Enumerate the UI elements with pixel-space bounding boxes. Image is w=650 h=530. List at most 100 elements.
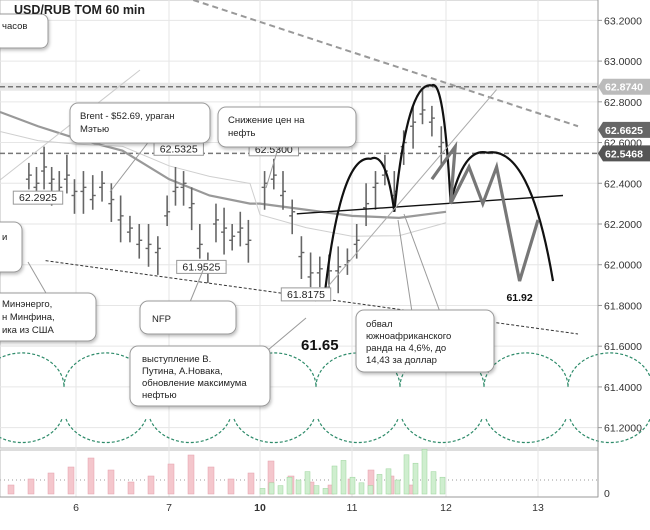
callout-box-oil: [217, 106, 357, 148]
volume-bar-green-13: [376, 474, 383, 495]
cycle-arc-down-0: [0, 418, 63, 444]
callout-0-line-0: часов: [2, 21, 27, 32]
volume-bar-pink-1: [27, 478, 35, 495]
cycle-arc-down-2: [149, 418, 231, 444]
callout-hours-text: часов: [2, 21, 27, 32]
price-marker-label-2: 62.5468: [605, 148, 643, 160]
price-marker-box-0: [598, 78, 650, 95]
volume-bar-pink-12: [247, 472, 255, 495]
callout-6-line-2: ранда на 4,6%, до: [366, 343, 446, 354]
callout-5-line-2: обновление максимума: [142, 378, 247, 389]
volume-bar-green-7: [322, 488, 329, 495]
volume-bar-green-18: [421, 448, 428, 495]
volume-bar-pink-5: [107, 469, 115, 495]
volume-bar-green-1: [268, 482, 275, 495]
price-label-2: 61.9525: [182, 261, 220, 273]
callout-box-nfp: [139, 300, 237, 335]
price-markers: 62.8740 62.6625 62.5468: [598, 78, 650, 162]
callout-4-line-0: NFP: [152, 314, 171, 325]
x-tick-label-4: 12: [440, 502, 452, 514]
x-tick-label-1: 7: [166, 502, 172, 514]
callouts: часов Brent - $52.69, ураган Мэтью Сниже…: [0, 13, 495, 407]
forecast-line: [430, 140, 540, 282]
volume-bar-pink-10: [207, 466, 215, 495]
volume-bar-pink-9: [187, 454, 195, 495]
y-tick-label-5: 62.2000: [604, 219, 642, 231]
price-marker-box-2: [598, 145, 650, 162]
x-tick-label-2: 10: [254, 502, 266, 514]
callout-3-line-2: ика из США: [2, 325, 54, 336]
cycle-arc-down-3: [233, 418, 315, 444]
volume-bar-green-19: [430, 471, 437, 495]
moving-average-line-2: [0, 131, 447, 237]
callout-box-brent: [69, 102, 211, 144]
volume-bar-pink-8: [167, 463, 175, 495]
cycle-arc-down-4: [317, 418, 399, 444]
y-tick-label-4: 62.0000: [604, 260, 642, 272]
volume-bar-pink-3: [67, 466, 75, 495]
volume-bar-green-10: [349, 476, 356, 495]
volume-bar-green-0: [259, 488, 266, 495]
callout-6-line-3: 14,43 за доллар: [366, 355, 437, 366]
callout-box-hours: [0, 13, 49, 49]
price-label-3: 61.8175: [287, 289, 325, 301]
price-marker-label-1: 62.6625: [605, 125, 643, 137]
price-label-box-3: [280, 287, 332, 302]
cycle-arc-down-7: [569, 418, 650, 444]
volume-bar-green-14: [385, 468, 392, 495]
callout-5-line-0: выступление В.: [142, 354, 211, 365]
volume-bar-green-8: [331, 465, 338, 495]
y-tick-label-10: 63.2000: [604, 15, 642, 27]
x-tick-label-5: 13: [532, 502, 544, 514]
y-tick-label-2: 61.6000: [604, 341, 642, 353]
chart-title: USD/RUB TOM 60 min: [14, 3, 145, 17]
y-tick-label-3: 61.8000: [604, 300, 642, 312]
callout-putin-text: выступление В. Путина, А.Новака, обновле…: [142, 354, 249, 401]
volume-bar-pink-4: [87, 457, 95, 495]
callout-3-line-1: н Минфина,: [2, 312, 55, 323]
pattern-arc-2: [449, 151, 555, 282]
callout-nfp-text: NFP: [152, 314, 171, 325]
price-labels: 62.5325 62.530061.952561.817562.292561.65…: [12, 141, 533, 354]
volume-bar-pink-2: [47, 472, 55, 495]
volume-bar-green-16: [403, 454, 410, 495]
callout-minenergo-text: Минэнерго, н Минфина, ика из США: [2, 299, 57, 336]
callout-oil-text: Снижение цен на нефть: [228, 115, 307, 139]
volume-bar-pink-6: [127, 481, 135, 495]
forecast-label-0: 61.65: [301, 337, 339, 354]
price-label-4: 62.2925: [19, 192, 57, 204]
callout-box-left-small: [0, 221, 23, 273]
volume-tick-label-0: 0: [604, 488, 610, 500]
volume-bar-green-12: [367, 485, 374, 495]
y-axis: 61.2000 61.4000 61.6000 61.8000 62.0000 62.20…: [597, 0, 642, 500]
pattern-line-neckline-3: [296, 194, 564, 215]
volume-bar-green-5: [304, 471, 311, 495]
callout-rand-pointer-a: [397, 219, 413, 313]
cycle-arc-down-5: [401, 418, 483, 444]
callout-left-small-text: и: [2, 232, 7, 243]
callout-box-rand: [355, 309, 495, 373]
callout-brent-text: Brent - $52.69, ураган Мэтью: [80, 111, 177, 135]
price-marker-box-1: [598, 121, 650, 138]
y-tick-label-6: 62.4000: [604, 178, 642, 190]
y-tick-label-8: 62.8000: [604, 97, 642, 109]
price-label-box-4: [12, 190, 64, 205]
volume-bar-pink-0: [7, 484, 15, 495]
volume-bar-green-2: [277, 485, 284, 495]
pattern-arc-0: [323, 156, 396, 298]
forecast-path: [430, 140, 540, 282]
callout-1-line-1: Мэтью: [80, 124, 109, 135]
callout-putin-pointer: [267, 317, 307, 351]
y-tick-label-0: 61.2000: [604, 423, 642, 435]
cycle-arc-up-7: [567, 352, 650, 387]
callout-1-line-0: Brent - $52.69, ураган: [80, 111, 174, 122]
cycle-arc-down-6: [485, 418, 567, 444]
price-label-0: 62.5325: [160, 143, 198, 155]
callout-6-line-0: обвал: [366, 319, 393, 330]
y-tick-label-1: 61.4000: [604, 382, 642, 394]
callout-5-line-1: Путина, А.Новака,: [142, 366, 223, 377]
callout-6-line-1: южноафриканского: [366, 331, 451, 342]
volume-bar-green-15: [394, 479, 401, 495]
callout-box-putin: [129, 345, 271, 407]
